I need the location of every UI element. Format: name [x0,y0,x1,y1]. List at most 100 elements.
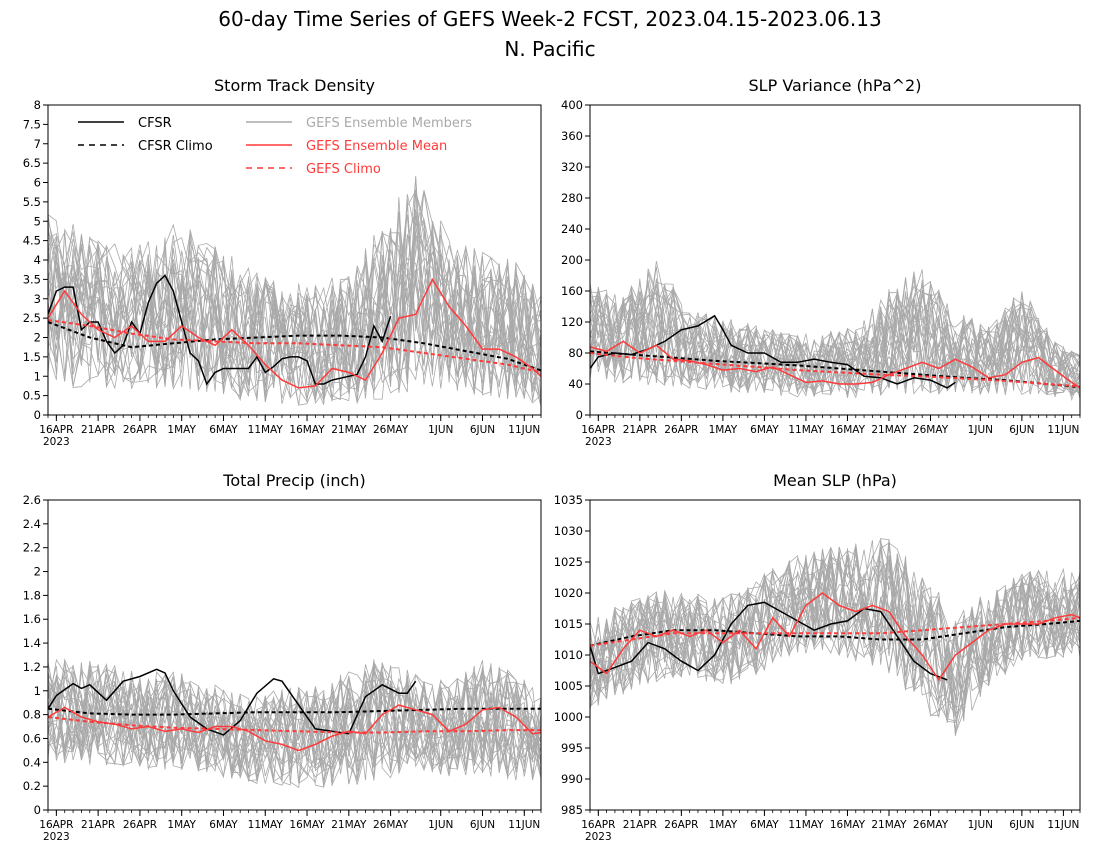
y-tick-label: 400 [561,98,583,112]
y-tick-label: 4.5 [23,234,41,248]
y-tick-label: 7.5 [23,117,41,131]
ensemble-member-line [590,278,1080,398]
x-tick-label: 26APR [664,424,698,436]
ensemble-member-line [590,554,1080,716]
x-year-label: 2023 [585,436,612,448]
x-tick-label: 21APR [81,424,115,436]
x-tick-label: 26MAY [373,819,409,831]
x-tick-label: 16APR [581,819,615,831]
x-tick-label: 1JUN [968,424,993,436]
x-tick-label: 21MAY [331,424,367,436]
y-tick-label: 0.8 [23,708,41,722]
chart-panel: Mean SLP (hPa) 985 990 995 1000 1005 1010 1015 1… [554,471,1081,843]
x-tick-label: 1JUN [428,819,453,831]
series-line-cfsr-climo [48,321,541,372]
x-tick-label: 16MAY [830,819,866,831]
y-tick-label: 1.2 [23,660,41,674]
y-tick-label: 1010 [554,648,583,662]
x-tick-label: 21MAY [331,819,367,831]
y-tick-label: 0.5 [23,389,41,403]
ensemble-member-line [48,230,541,403]
series-line-gefs-ensemble-mean [48,704,541,752]
x-tick-label: 11MAY [248,424,284,436]
y-tick-label: 1025 [554,555,583,569]
x-tick-label: 11MAY [248,819,284,831]
y-tick-label: 0 [34,408,41,422]
y-tick-label: 2.4 [23,517,41,531]
ensemble-member-line [48,209,541,402]
y-tick-label: 4 [34,253,41,267]
x-year-label: 2023 [585,831,612,843]
series-line-gefs-ensemble-mean [590,340,1080,389]
legend-label: GEFS Ensemble Mean [306,139,447,154]
y-tick-label: 6.5 [23,156,41,170]
ensemble-member-line [48,665,541,778]
y-tick-label: 5 [34,214,41,228]
y-tick-label: 990 [561,772,583,786]
ensemble-member-line [48,665,541,788]
x-tick-label: 6JUN [470,819,495,831]
x-tick-label: 1JUN [428,424,453,436]
x-year-label: 2023 [43,436,70,448]
x-tick-label: 11MAY [788,819,824,831]
y-tick-label: 1.8 [23,588,41,602]
y-tick-label: 1035 [554,493,583,507]
y-tick-label: 1.4 [23,636,41,650]
y-tick-label: 0 [34,803,41,817]
series-line-gefs-ensemble-mean [48,277,541,389]
y-tick-label: 2.6 [23,493,41,507]
ensemble-member-line [48,662,541,786]
x-tick-label: 1MAY [709,819,738,831]
y-tick-label: 2.5 [23,311,41,325]
figure-title: 60-day Time Series of GEFS Week-2 FCST, … [218,7,881,31]
ensemble-member-line [48,661,541,783]
x-tick-label: 11JUN [508,819,540,831]
ensemble-member-line [48,661,541,780]
y-tick-label: 1.5 [23,350,41,364]
x-tick-label: 11JUN [508,424,540,436]
x-tick-label: 6MAY [750,424,779,436]
ensemble-member-line [590,283,1080,396]
x-tick-label: 16APR [581,424,615,436]
chart-title: Total Precip (inch) [222,471,365,490]
y-tick-label: 1005 [554,679,583,693]
y-tick-label: 1 [34,684,41,698]
y-tick-label: 1020 [554,586,583,600]
plot-area [590,261,1080,401]
y-tick-label: 3.5 [23,272,41,286]
ensemble-member-line [590,545,1080,733]
ensemble-member-line [48,191,541,405]
y-tick-label: 2.2 [23,541,41,555]
x-tick-label: 16MAY [289,424,325,436]
x-tick-label: 1JUN [968,819,993,831]
x-tick-label: 21MAY [871,819,907,831]
ensemble-member-line [590,558,1080,717]
x-tick-label: 6MAY [750,819,779,831]
chart-panel: SLP Variance (hPa^2) 0 40 80 120 160 200 240 280… [561,76,1081,448]
ensemble-member-line [590,542,1080,717]
figure-subtitle: N. Pacific [504,37,595,61]
y-tick-label: 80 [568,346,583,360]
y-tick-label: 0 [576,408,583,422]
y-tick-label: 40 [568,377,583,391]
plot-frame [47,499,542,811]
chart-panel: Storm Track Density 0 0.5 1 1.5 2 2.5 3 3.5 4 4.5 5… [23,76,542,448]
x-tick-label: 26MAY [913,424,949,436]
y-tick-label: 2 [34,331,41,345]
y-tick-label: 160 [561,284,583,298]
y-tick-label: 7 [34,137,41,151]
x-tick-label: 6JUN [1009,424,1034,436]
ensemble-member-line [48,672,541,782]
y-tick-label: 0.4 [23,755,41,769]
x-tick-label: 11JUN [1047,424,1079,436]
y-tick-label: 280 [561,191,583,205]
x-tick-label: 26MAY [373,424,409,436]
x-tick-label: 6MAY [209,424,238,436]
x-tick-label: 6MAY [209,819,238,831]
ensemble-member-line [48,664,541,778]
y-tick-label: 995 [561,741,583,755]
y-tick-label: 1.6 [23,612,41,626]
y-tick-label: 3 [34,292,41,306]
y-tick-label: 0.6 [23,731,41,745]
